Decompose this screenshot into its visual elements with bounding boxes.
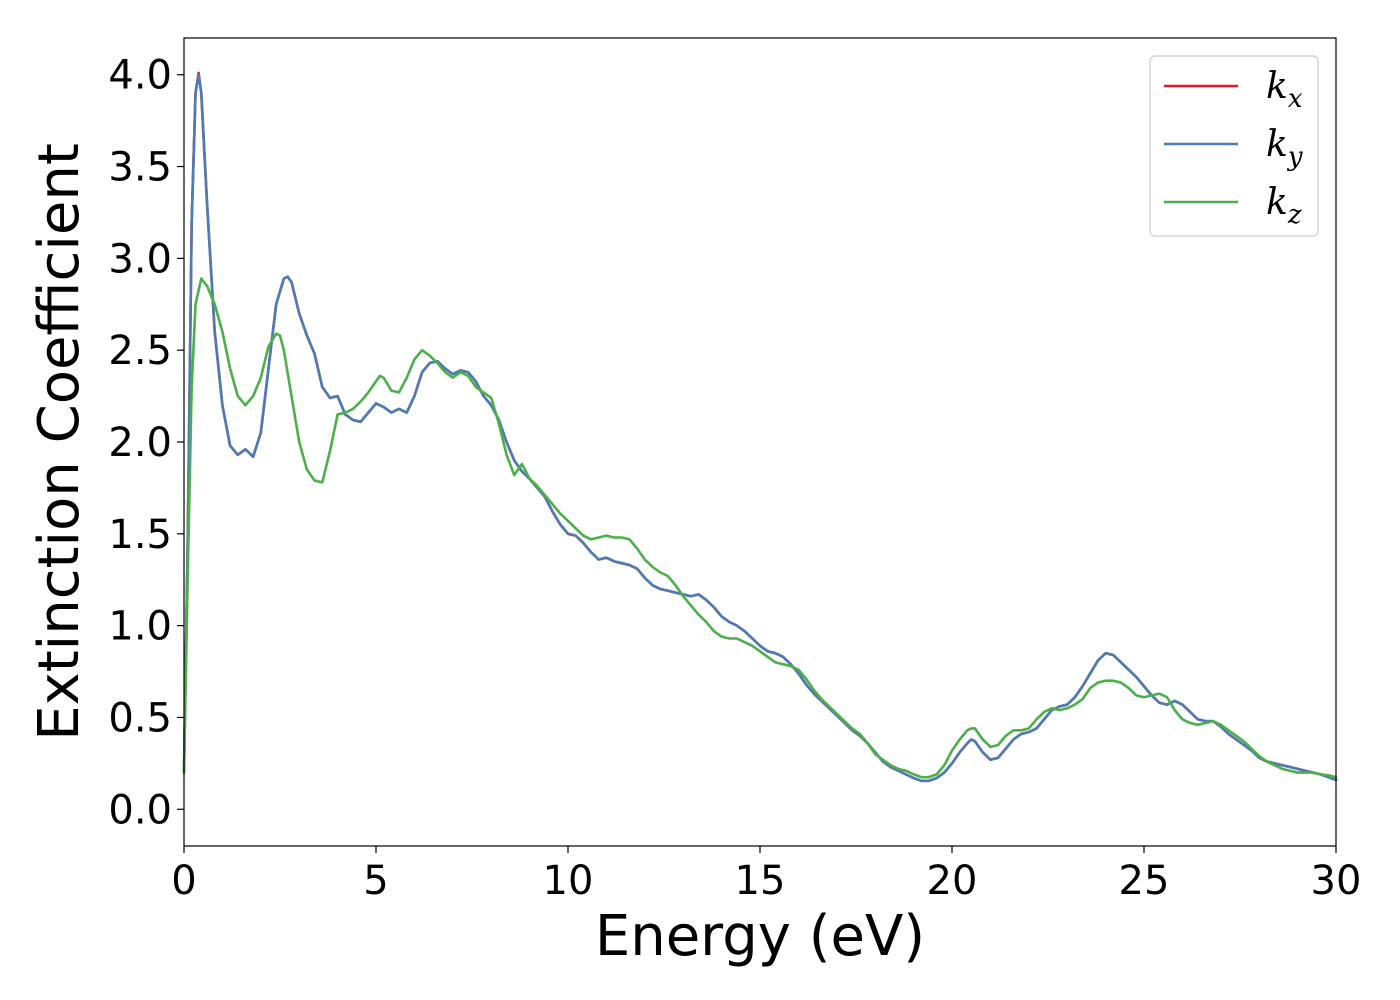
y-tick-label: 1.5 xyxy=(108,512,172,558)
x-tick-label: 5 xyxy=(363,858,388,904)
y-axis-title: Extinction Coefficient xyxy=(27,143,92,741)
legend-label: kx xyxy=(1266,66,1303,114)
y-tick-label: 3.5 xyxy=(108,145,172,191)
y-tick-label: 2.0 xyxy=(108,420,172,466)
x-tick-label: 10 xyxy=(543,858,594,904)
series-line-k-y xyxy=(182,73,1338,783)
series-layer xyxy=(182,71,1338,783)
legend-label: kz xyxy=(1266,182,1302,230)
y-axis: 0.0 0.5 1.0 1.5 2.0 2.5 3.0 3.5 4.0 xyxy=(108,53,184,833)
y-tick-label: 1.0 xyxy=(108,604,172,650)
x-tick-label: 0 xyxy=(171,858,196,904)
series-line-k-z xyxy=(182,277,1338,779)
x-axis: 0 5 10 15 20 25 30 xyxy=(171,846,1361,904)
legend-frame xyxy=(1149,55,1319,237)
legend-label: ky xyxy=(1266,124,1303,172)
y-tick-label: 0.0 xyxy=(108,787,172,833)
legend: kx ky kz xyxy=(1149,55,1319,237)
y-tick-label: 3.0 xyxy=(108,236,172,282)
y-tick-label: 2.5 xyxy=(108,328,172,374)
y-tick-label: 4.0 xyxy=(108,53,172,99)
x-tick-label: 30 xyxy=(1311,858,1362,904)
y-tick-label: 0.5 xyxy=(108,695,172,741)
x-tick-label: 15 xyxy=(735,858,786,904)
x-tick-label: 25 xyxy=(1119,858,1170,904)
x-tick-label: 20 xyxy=(927,858,978,904)
x-axis-title: Energy (eV) xyxy=(595,904,925,969)
